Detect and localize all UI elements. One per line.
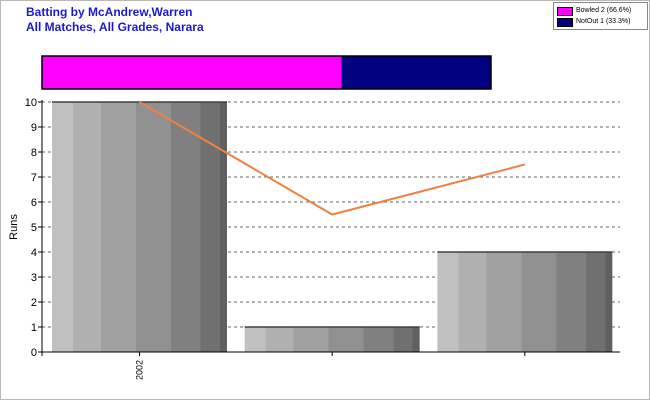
bar	[52, 102, 227, 352]
y-tick-label: 5	[31, 222, 37, 234]
y-tick-labels: 0 1 2 3 4 5 6 7 8 9 10	[25, 97, 37, 359]
legend-swatch-notout	[557, 18, 573, 27]
y-tick-label: 6	[31, 197, 37, 209]
bar	[244, 327, 420, 352]
chart-title-line2: All Matches, All Grades, Narara	[26, 20, 204, 34]
bars	[52, 101, 613, 352]
y-tick-label: 4	[31, 247, 37, 259]
legend-swatch-bowled	[557, 7, 573, 16]
y-tick-label: 7	[31, 172, 37, 184]
y-tick-label: 9	[31, 122, 37, 134]
y-tick-label: 10	[25, 97, 37, 109]
legend-label-notout: NotOut 1 (33.3%)	[576, 18, 631, 25]
y-tick-label: 3	[31, 272, 37, 284]
pct-stacked-bar	[41, 55, 492, 90]
axes	[38, 100, 620, 356]
legend-label-bowled: Bowled 2 (66.6%)	[576, 7, 632, 14]
y-tick-label: 2	[31, 297, 37, 309]
legend: Bowled 2 (66.6%) NotOut 1 (33.3%)	[553, 2, 648, 30]
chart-title-line1: Batting by McAndrew,Warren	[26, 5, 193, 19]
bar	[437, 252, 613, 352]
y-tick-label: 1	[31, 322, 37, 334]
stack-bar-border	[41, 55, 492, 90]
runs-line	[138, 101, 526, 216]
stack-segment-notout	[341, 56, 491, 89]
stack-segment-bowled	[42, 56, 342, 89]
y-tick-label: 8	[31, 147, 37, 159]
x-tick-labels: 2002	[135, 360, 145, 380]
runs-trend-line	[138, 101, 526, 216]
y-axis-label: Runs	[8, 214, 20, 240]
x-tick-label: 2002	[135, 360, 145, 380]
y-tick-label: 0	[31, 347, 37, 359]
